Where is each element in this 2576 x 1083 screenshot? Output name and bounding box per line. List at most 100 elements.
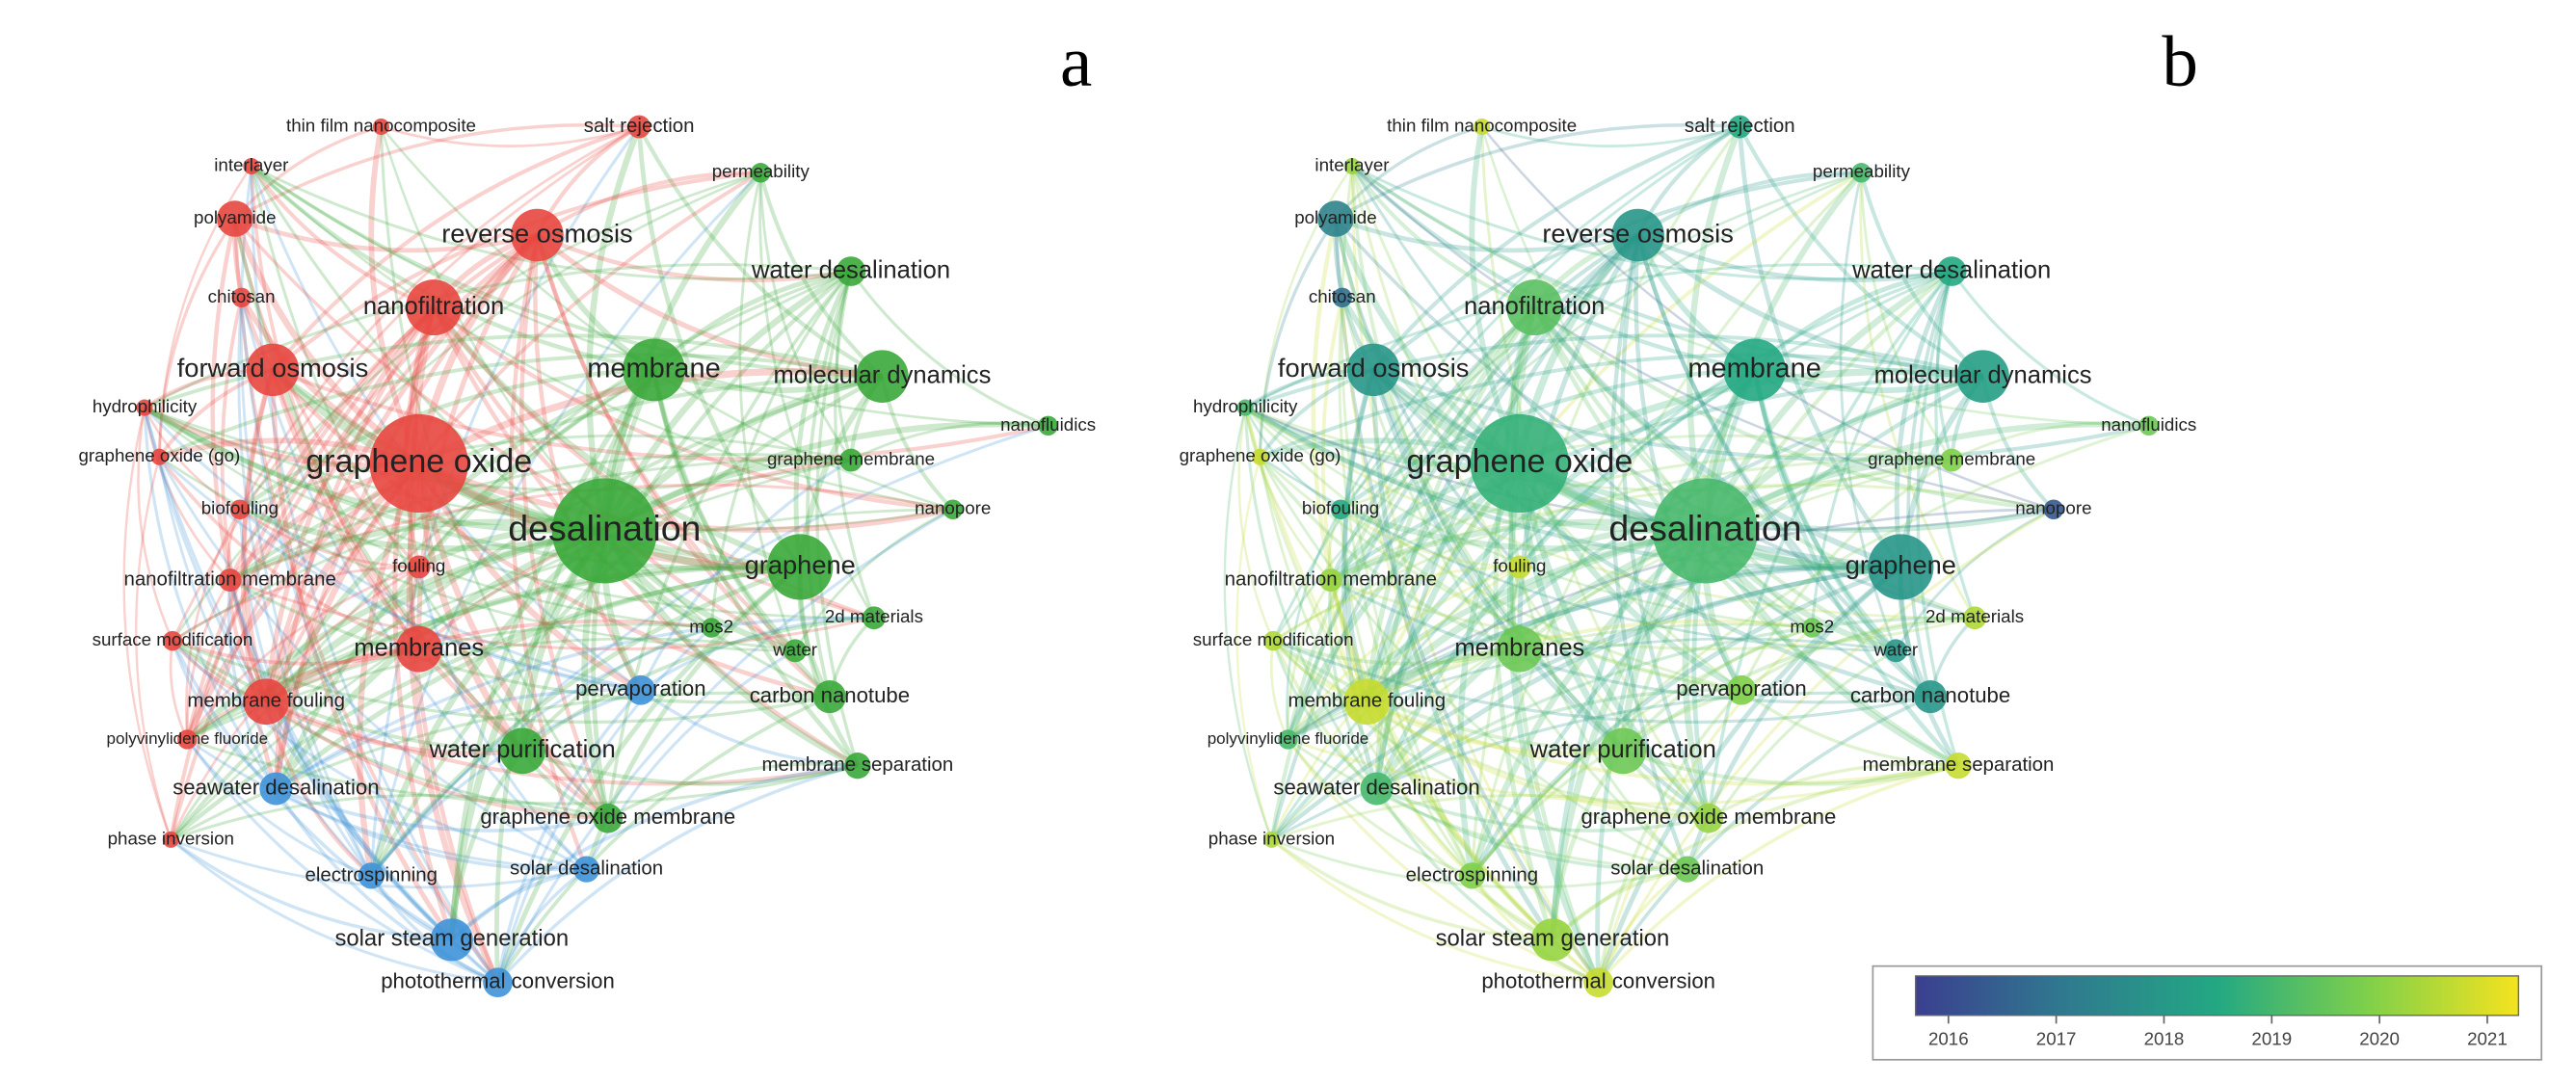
edge [237, 297, 373, 877]
edge [171, 172, 761, 642]
node-label: phase inversion [108, 828, 234, 848]
edge [1686, 649, 1898, 870]
node-label: photothermal conversion [1481, 969, 1715, 993]
edge [185, 305, 436, 740]
edge [228, 374, 883, 582]
edge [1270, 270, 1952, 841]
node-label: desalination [1608, 508, 1801, 548]
edge [834, 271, 876, 619]
node-label: electrospinning [1406, 863, 1538, 885]
node [1343, 678, 1391, 726]
edge [1350, 164, 1983, 379]
edge [417, 270, 852, 568]
edge [143, 406, 801, 571]
edge [1636, 171, 1862, 237]
edge [250, 166, 421, 650]
edge [1269, 374, 1984, 841]
edge [1287, 738, 1687, 871]
node-label: desalination [508, 508, 701, 548]
edge [1597, 626, 1814, 984]
edge [606, 762, 859, 820]
edge [185, 233, 539, 741]
edge [1364, 233, 1640, 702]
edge [1493, 306, 1555, 941]
edge [448, 528, 608, 940]
edge [1350, 166, 1522, 650]
node-label: fouling [392, 555, 445, 575]
edge [1288, 738, 1959, 806]
panel-a: thin film nanocomposite salt rejection int… [78, 115, 1096, 998]
node-label: graphene oxide [305, 443, 532, 480]
edge [1371, 171, 1862, 372]
edge [238, 172, 761, 511]
node [1726, 674, 1757, 705]
edge [1339, 367, 1755, 512]
edge [169, 565, 801, 842]
edge [1366, 619, 1813, 703]
edge [1707, 270, 1953, 819]
node-label: nanopore [915, 498, 991, 518]
edge [169, 640, 189, 740]
edge [369, 374, 884, 877]
node [1956, 350, 2009, 403]
edge [1334, 218, 1522, 568]
edge [450, 763, 859, 941]
node-label: thin film nanocomposite [1387, 116, 1577, 136]
edge [170, 838, 498, 985]
node [627, 115, 651, 139]
edge [1635, 232, 1983, 380]
edge [1272, 640, 1688, 871]
edge [1272, 639, 1931, 724]
edge [535, 232, 883, 380]
node-label: salt rejection [1685, 115, 1795, 137]
edge [1635, 234, 1932, 699]
edge [1375, 786, 1710, 832]
edge [1633, 234, 1743, 692]
edge [171, 639, 523, 753]
edge [496, 764, 859, 984]
node [783, 639, 808, 663]
node [2043, 499, 2064, 519]
edge [1334, 218, 1601, 984]
edge [449, 749, 524, 940]
node-label: fouling [1493, 555, 1546, 575]
edge [536, 233, 852, 283]
edge [250, 164, 883, 379]
node-label: salt rejection [584, 115, 695, 137]
node-label: molecular dynamics [773, 361, 991, 388]
edge [380, 126, 712, 629]
edge [417, 461, 954, 533]
edge [1341, 369, 1379, 790]
edge [606, 270, 853, 819]
node [767, 534, 834, 600]
node [1330, 499, 1351, 519]
edge [274, 233, 540, 789]
node-label: nanofiltration [363, 293, 504, 320]
edge [1350, 165, 1535, 309]
edge [1738, 125, 1984, 379]
edge [171, 640, 453, 941]
edges [1223, 123, 2150, 985]
edge [406, 462, 501, 985]
edge [172, 639, 420, 666]
edge [233, 125, 382, 221]
node [1802, 618, 1822, 638]
edge [415, 462, 610, 821]
edge [793, 508, 954, 652]
node-label: carbon nanotube [750, 683, 910, 707]
node [1507, 555, 1531, 579]
edge [232, 218, 524, 753]
edge [806, 270, 853, 698]
edge [1341, 297, 1600, 984]
node [839, 448, 863, 472]
node-label: membrane separation [1863, 753, 2055, 776]
edge [1366, 700, 1624, 756]
edge [585, 649, 796, 870]
edge [184, 509, 242, 740]
edge [169, 305, 436, 840]
colorbar-tick-label: 2016 [1928, 1028, 1969, 1048]
edge [240, 297, 499, 984]
node-label: nanofiltration membrane [123, 568, 335, 590]
edge [1457, 462, 1523, 877]
node [499, 727, 545, 775]
